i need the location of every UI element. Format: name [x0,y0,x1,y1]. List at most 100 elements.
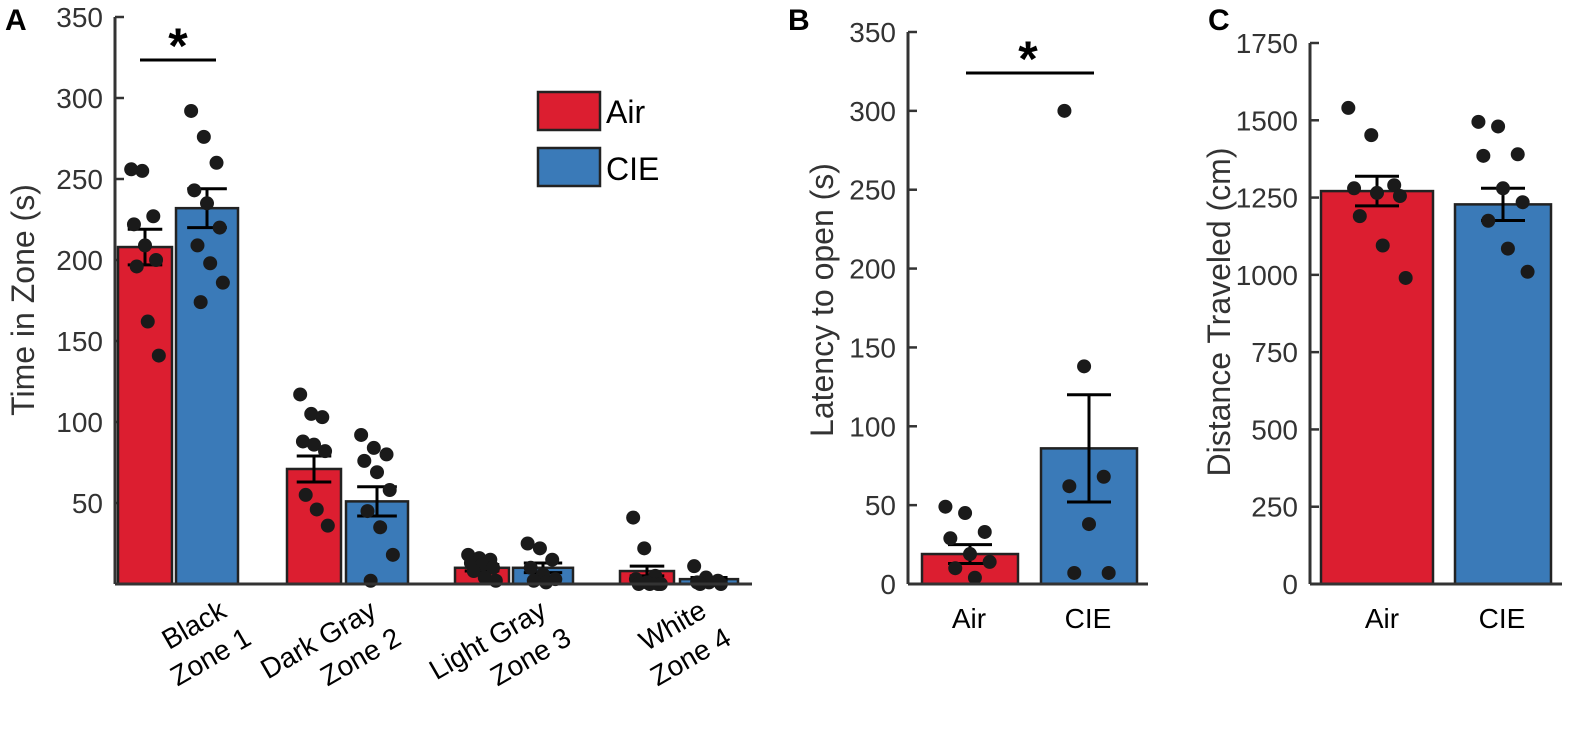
panel-b-cie-point-1 [1077,359,1092,374]
panel-c-y-tick-label-1750: 1750 [1236,28,1298,59]
panel-a-cie-zone3-point-0 [520,536,535,551]
panel-a-air-zone1-point-1 [135,163,150,178]
panel-a-y-tick-label-200: 200 [56,245,103,276]
panel-c-y-tick-label-500: 500 [1251,414,1298,445]
panel-c-cie-point-7 [1500,241,1515,256]
panel-c-air-point-0 [1341,100,1356,115]
panel-a-air-zone1-point-3 [126,217,141,232]
panel-c-cie-point-0 [1471,114,1486,129]
panel-a-air-zone1-bar [116,245,174,586]
panel-b-category-air: Air [952,603,986,634]
panel-a-significance-star: * [168,18,188,74]
panel-b-cie-point-2 [1096,469,1111,484]
panel-c-y-tick-label-1000: 1000 [1236,260,1298,291]
panel-c-category-air: Air [1365,603,1399,634]
panel-a-cie-zone2-point-6 [360,504,375,519]
panel-a-cie-zone4-point-0 [687,559,702,574]
panel-c-cie-point-1 [1491,119,1506,134]
panel-a-air-zone2-point-2 [315,410,330,425]
panel-b-y-tick-label-150: 150 [849,332,896,363]
panel-a-cie-zone1-point-2 [209,155,224,170]
legend-swatch-air [536,90,602,132]
panel-c-y-tick-label-0: 0 [1282,569,1298,600]
panel-c-y-tick-label-1250: 1250 [1236,183,1298,214]
panel-c-letter: C [1208,4,1230,37]
panel-b-y-tick-label-100: 100 [849,411,896,442]
panel-c-air-point-4 [1370,185,1384,200]
panel-a-air-zone2-point-7 [309,502,324,517]
panel-c-y-axis-title: Distance Traveled (cm) [1201,148,1237,477]
panel-a-cie-zone2-point-3 [357,453,372,468]
panel-c-cie-point-8 [1520,264,1535,279]
panel-b: B 0 50 100 150 200 250 300 350 Latency to open … [788,4,1148,634]
legend: Air CIE [536,90,659,188]
panel-b-y-tick-label-50: 50 [865,490,896,521]
panel-a-cie-zone2-point-2 [379,447,394,462]
panel-a-y-axis-title: Time in Zone (s) [5,184,41,416]
panel-a-cie-zone3-point-6 [526,573,541,588]
panel-c-y-tick-label-1500: 1500 [1236,105,1298,136]
panel-c-air-point-5 [1392,189,1407,204]
panel-a-cie-zone1-point-4 [200,196,214,211]
panel-a-cie-zone1-point-0 [184,103,199,118]
panel-b-y-tick-label-300: 300 [849,96,896,127]
panel-a-air-zone2-point-0 [293,387,308,402]
panel-c-air-point-7 [1375,238,1390,253]
panel-b-letter: B [788,4,810,37]
panel-a-cie-zone3-point-2 [545,552,560,567]
panel-b-y-axis-title: Latency to open (s) [804,163,840,437]
panel-b-air-point-1 [958,506,973,521]
panel-c-air-point-3 [1347,181,1362,196]
panel-b-cie-point-5 [1101,565,1116,580]
panel-a-cie-zone2-point-1 [366,440,381,455]
panel-a-air-zone1-point-8 [151,348,166,363]
panel-a-air-zone2-point-6 [298,487,313,502]
panel-a-air-zone3-point-6 [466,564,481,579]
panel-b-y-tick-label-350: 350 [849,17,896,48]
panel-c-cie-bar [1453,203,1553,586]
panel-a-air-zone2-point-1 [304,406,319,421]
panel-a-air-zone3-point-8 [488,573,503,588]
panel-c-cie-point-6 [1481,213,1496,228]
panel-c-air-bar [1319,189,1435,586]
panel-c-air-point-6 [1352,209,1367,224]
panel-b-y-tick-label-250: 250 [849,175,896,206]
panel-b-air-point-3 [943,531,958,546]
panel-a-air-zone3-point-7 [477,570,492,585]
panel-b-air-point-7 [967,570,982,585]
panel-c-cie-point-3 [1476,148,1491,163]
panel-a-category-label-1: Black Zone 1 [147,590,256,692]
panel-c-y-tick-label-750: 750 [1251,337,1298,368]
panel-b-category-cie: CIE [1065,603,1112,634]
panel-b-cie-error-bar [1067,393,1111,504]
panel-a-category-label-2: Dark Gray Zone 2 [255,590,406,716]
panel-a-air-zone1-point-5 [149,253,164,267]
panel-c-cie-point-5 [1515,195,1530,210]
panel-a-cie-zone2-point-0 [354,427,369,442]
panel-a-y-tick-label-150: 150 [56,326,103,357]
panel-a-air-zone4-point-0 [626,510,641,525]
panel-a-y-tick-label-350: 350 [56,2,103,33]
panel-a-category-label-3: Light Gray Zone 3 [424,590,576,717]
panel-b-significance-star: * [1018,31,1038,87]
panel-c-air-point-1 [1364,128,1379,143]
legend-label-air: Air [606,94,645,130]
panel-c-air-point-8 [1398,270,1413,285]
panel-b-air-point-0 [938,499,953,514]
panel-a-air-zone1-point-6 [129,259,144,274]
panel-c-air-point-2 [1387,178,1402,193]
panel-a-cie-zone1-point-1 [196,129,211,144]
panel-a-letter: A [5,4,27,37]
panel-a-air-zone1-point-0 [124,162,139,177]
panel-a-air-zone1-point-4 [138,238,152,253]
panel-b-y-tick-label-0: 0 [880,569,896,600]
panel-a-air-zone3-point-5 [486,560,501,575]
panel-b-cie-point-6 [1067,565,1082,580]
panel-a-cie-zone1-point-3 [187,183,202,198]
panel-a-cie-zone1-point-8 [215,275,230,290]
panel-a-cie-zone3-point-7 [539,575,554,590]
panel-a-cie-zone2-point-8 [385,547,400,562]
panel-a-cie-zone2-point-7 [373,520,388,535]
